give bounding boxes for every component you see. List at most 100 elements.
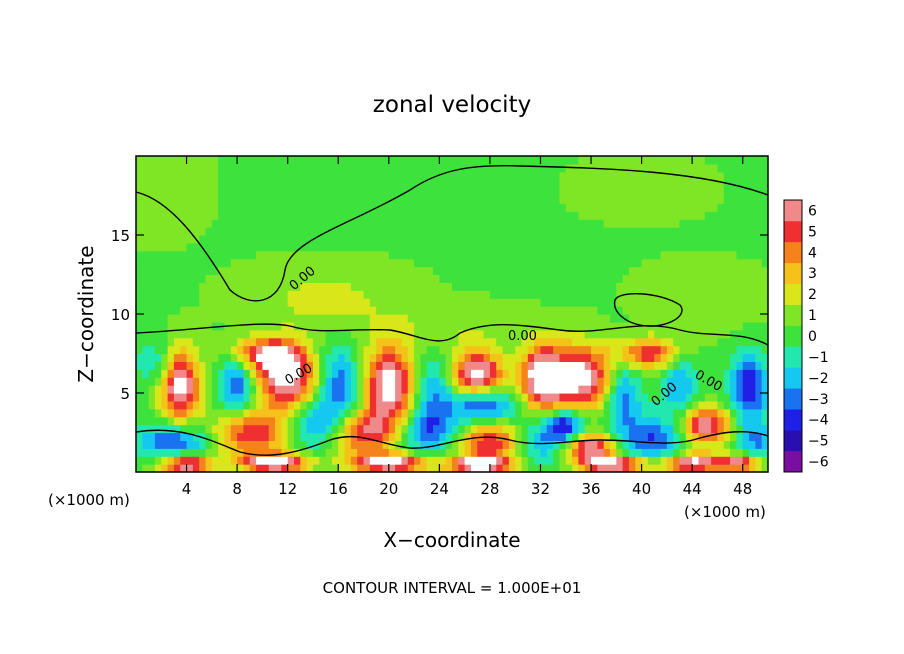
field-cell — [717, 321, 725, 331]
field-cell — [136, 464, 143, 472]
field-cell — [565, 440, 573, 449]
field-cell — [312, 393, 320, 402]
field-cell — [218, 163, 226, 173]
field-cell — [603, 464, 611, 472]
field-cell — [521, 274, 529, 283]
field-cell — [281, 314, 289, 323]
contour-line-cell — [613, 292, 683, 327]
field-cell — [192, 211, 200, 220]
field-cell — [338, 400, 346, 410]
field-cell — [761, 400, 768, 410]
field-cell — [736, 464, 744, 472]
field-cell — [660, 329, 668, 339]
field-cell — [458, 298, 466, 307]
field-cell — [654, 337, 662, 347]
field-cell — [685, 353, 693, 362]
field-cell — [508, 345, 516, 355]
field-cell — [382, 171, 390, 181]
field-cell — [230, 187, 238, 197]
field-cell — [154, 235, 162, 244]
field-cell — [312, 258, 320, 268]
field-cell — [445, 345, 453, 355]
field-cell — [344, 235, 352, 244]
field-cell — [723, 235, 731, 244]
field-cell — [711, 416, 719, 426]
field-cell — [546, 163, 554, 173]
field-cell — [565, 235, 573, 244]
field-cell — [534, 361, 542, 370]
field-cell — [154, 258, 162, 268]
field-cell — [470, 393, 478, 402]
field-cell — [306, 321, 314, 331]
field-cell — [420, 464, 428, 472]
field-cell — [679, 345, 687, 355]
field-cell — [420, 290, 428, 299]
field-cell — [407, 282, 415, 291]
field-cell — [692, 282, 700, 291]
field-cell — [414, 250, 421, 260]
field-cell — [616, 432, 624, 441]
field-cell — [376, 298, 384, 307]
field-cell — [369, 432, 377, 441]
field-cell — [173, 242, 181, 252]
field-cell — [565, 242, 573, 252]
field-cell — [325, 242, 333, 252]
field-cell — [256, 179, 263, 189]
field-cell — [262, 306, 270, 315]
field-cell — [711, 156, 719, 165]
field-cell — [654, 345, 662, 355]
field-cell — [489, 369, 497, 378]
field-cell — [331, 163, 339, 173]
field-cell — [224, 385, 232, 394]
field-cell — [489, 250, 497, 260]
field-cell — [622, 235, 630, 244]
field-cell — [211, 171, 219, 181]
field-cell — [711, 195, 719, 204]
colorbar-label: −6 — [808, 455, 829, 471]
field-cell — [622, 250, 630, 260]
field-cell — [218, 353, 226, 362]
x-tick-label: 4 — [182, 480, 192, 498]
field-cell — [173, 219, 181, 228]
field-cell — [142, 211, 150, 220]
field-cell — [136, 227, 143, 236]
field-cell — [458, 187, 466, 197]
field-cell — [300, 195, 308, 204]
field-cell — [610, 187, 617, 197]
field-cell — [369, 298, 377, 307]
field-cell — [755, 290, 763, 299]
field-cell — [211, 416, 219, 426]
field-cell — [211, 440, 219, 449]
field-cell — [755, 242, 763, 252]
field-cell — [591, 345, 598, 355]
field-cell — [395, 250, 403, 260]
field-cell — [426, 432, 434, 441]
field-cell — [565, 416, 573, 426]
field-cell — [578, 242, 586, 252]
field-cell — [407, 156, 415, 165]
field-cell — [426, 219, 434, 228]
field-cell — [306, 187, 314, 197]
field-cell — [673, 385, 681, 394]
field-cell — [407, 163, 415, 173]
field-cell — [312, 329, 320, 339]
field-cell — [508, 432, 516, 441]
field-cell — [761, 258, 768, 268]
field-cell — [515, 416, 523, 426]
field-cell — [205, 282, 213, 291]
field-cell — [553, 329, 561, 339]
field-cell — [610, 298, 617, 307]
field-cell — [736, 187, 744, 197]
field-cell — [572, 250, 579, 260]
field-cell — [616, 385, 624, 394]
field-cell — [736, 274, 744, 283]
field-cell — [572, 329, 579, 339]
field-cell — [673, 400, 681, 410]
field-cell — [730, 219, 737, 228]
field-cell — [173, 306, 181, 315]
field-cell — [673, 306, 681, 315]
field-cell — [521, 156, 529, 165]
field-cell — [439, 211, 447, 220]
field-cell — [433, 408, 440, 418]
field-cell — [426, 321, 434, 331]
